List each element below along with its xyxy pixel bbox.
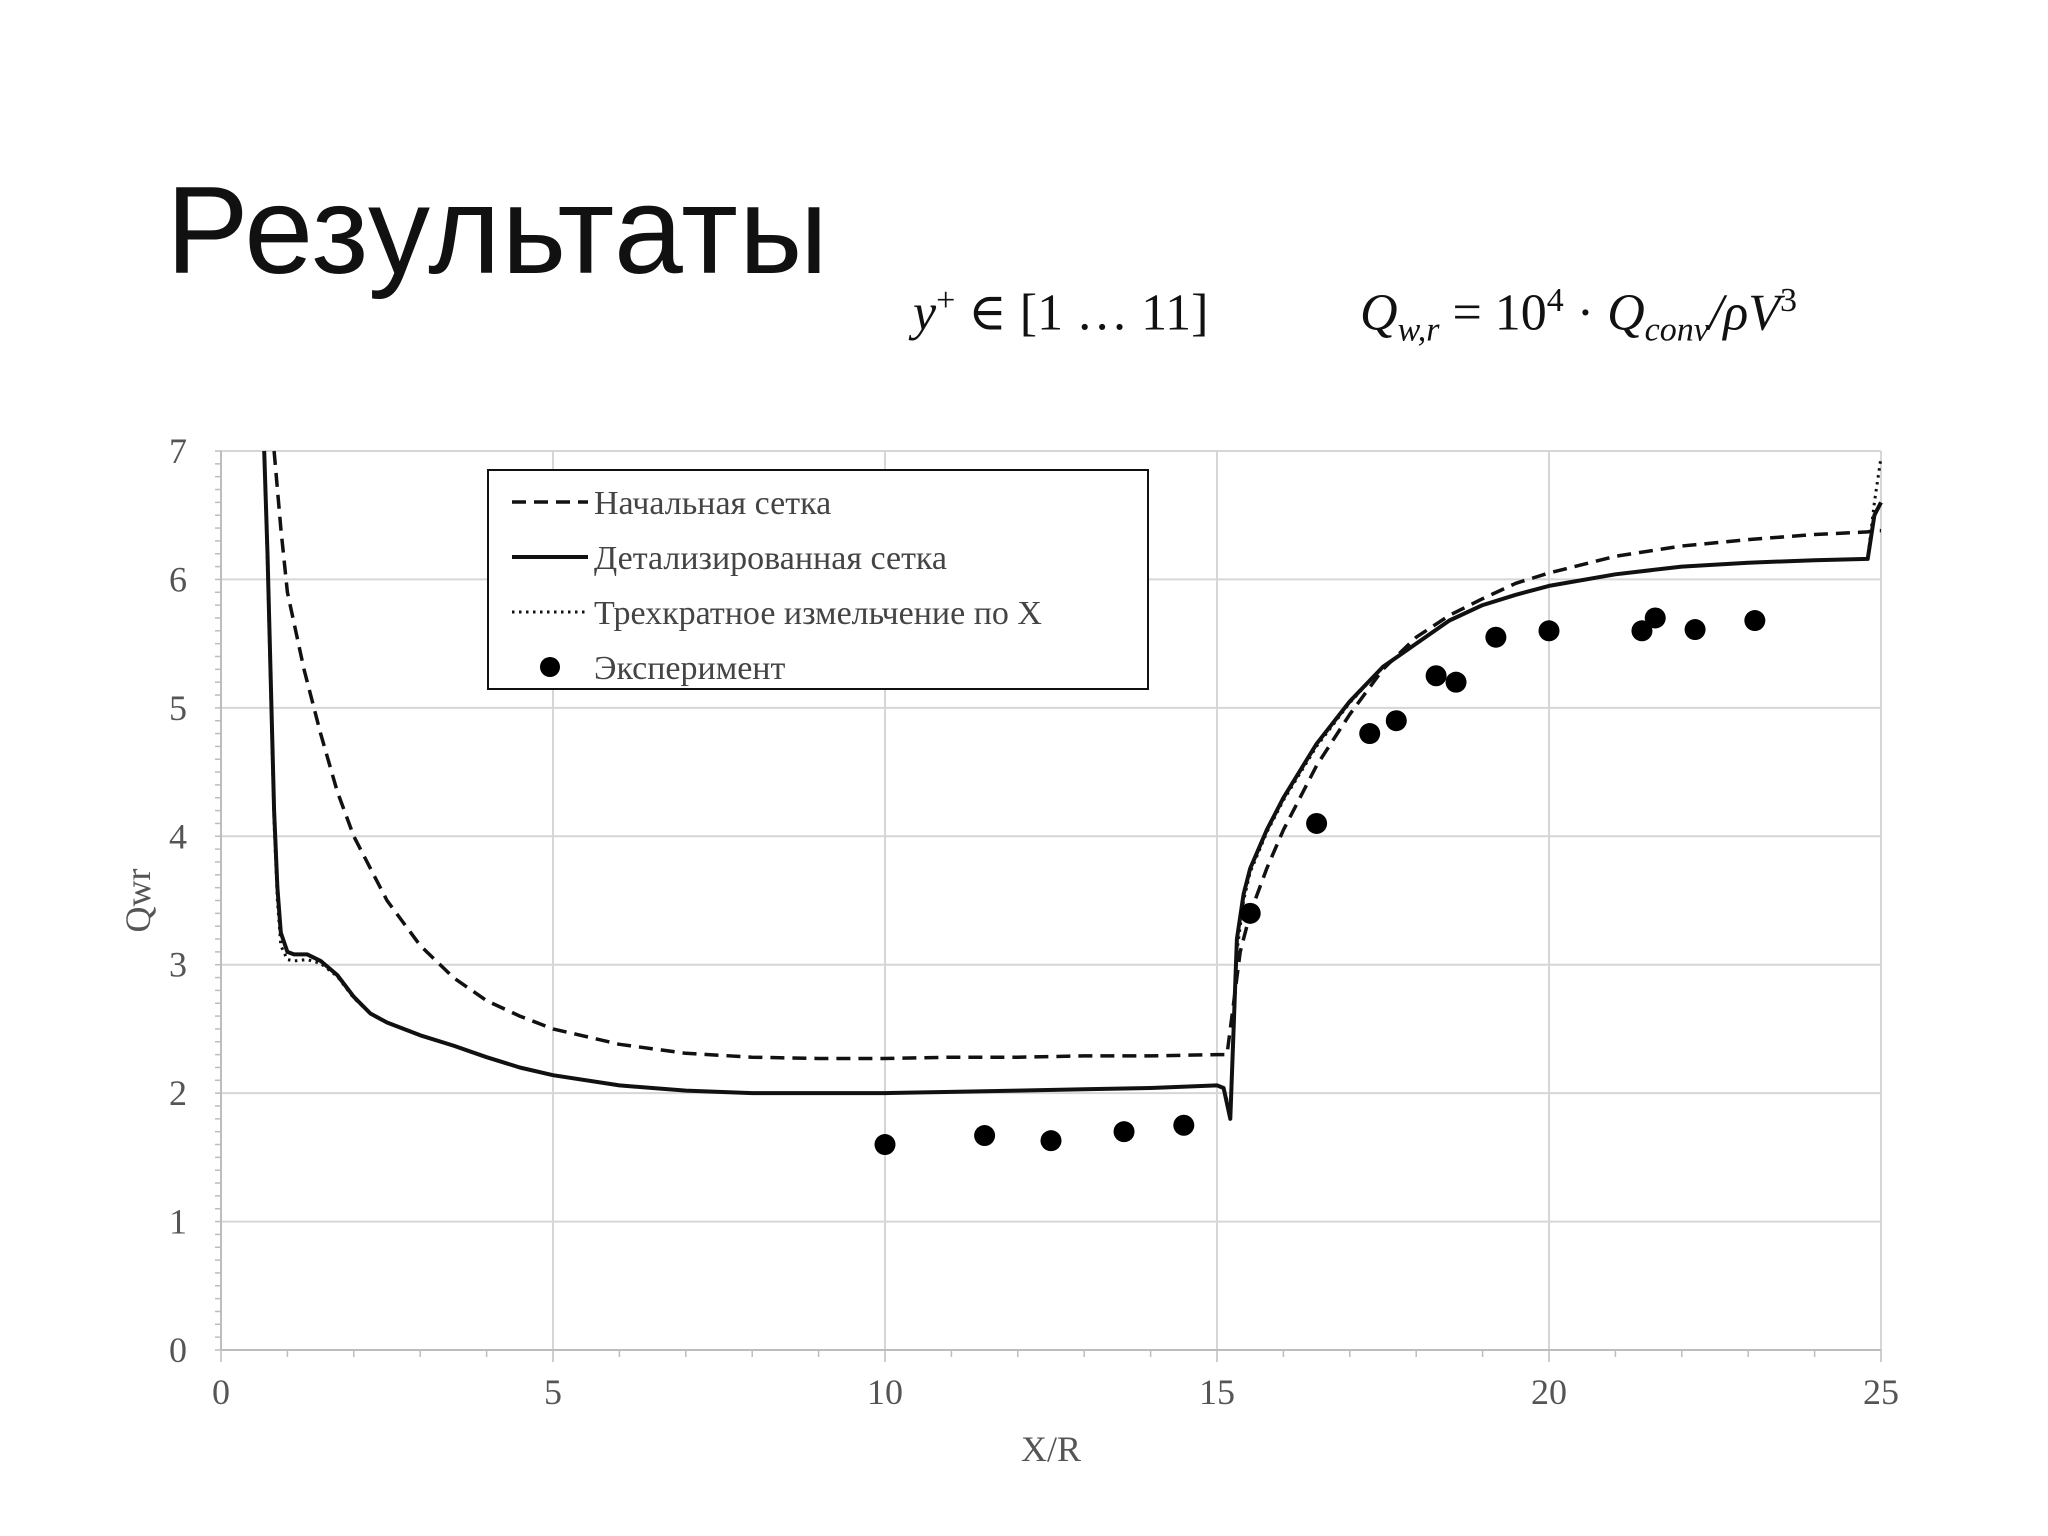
- legend-marker: [540, 657, 560, 677]
- qwr-lhs: Q: [1360, 284, 1398, 342]
- slide-title: Результаты: [166, 162, 830, 300]
- qwr-eq: = 10: [1439, 284, 1547, 342]
- legend-label: Начальная сетка: [594, 485, 831, 522]
- y-tick-label: 5: [169, 688, 187, 728]
- experiment-point: [974, 1125, 996, 1147]
- qwr-q-sub: conv: [1644, 311, 1709, 349]
- y-tick-label: 6: [169, 559, 187, 599]
- experiment-point: [1485, 626, 1507, 648]
- y-tick-label: 0: [169, 1330, 187, 1370]
- x-tick-label: 25: [1863, 1372, 1899, 1412]
- experiment-point: [1445, 671, 1467, 693]
- experiment-point: [1425, 665, 1447, 687]
- y-tick-label: 1: [169, 1202, 187, 1242]
- yplus-var: y: [913, 284, 937, 342]
- x-tick-label: 15: [1199, 1372, 1235, 1412]
- qwr-dot: ·: [1563, 284, 1608, 342]
- qwr-q: Q: [1607, 284, 1645, 342]
- yplus-sup: +: [936, 282, 956, 319]
- experiment-point: [1385, 710, 1407, 732]
- x-tick-label: 0: [212, 1372, 230, 1412]
- experiment-point: [1631, 620, 1653, 642]
- x-tick-label: 10: [867, 1372, 903, 1412]
- legend-label: Детализированная сетка: [594, 540, 947, 577]
- experiment-point: [1538, 620, 1560, 642]
- series-line-3: [262, 450, 1883, 1114]
- series-line-1: [272, 450, 1881, 1061]
- experiment-point: [1113, 1121, 1135, 1143]
- x-tick-label: 20: [1531, 1372, 1567, 1412]
- experiment-point: [1173, 1114, 1195, 1136]
- experiment-point: [1644, 607, 1666, 629]
- experiment-point: [874, 1134, 896, 1156]
- y-tick-label: 7: [169, 431, 187, 471]
- qwr-tail-exp: 3: [1780, 282, 1798, 319]
- legend-label: Трехкратное измельчение по Х: [594, 595, 1042, 632]
- yplus-range-formula: y+ ∈ [1 … 11]: [913, 282, 1208, 342]
- y-axis-title: Qwr: [118, 868, 158, 932]
- experiment-point: [1306, 812, 1328, 834]
- y-tick-label: 3: [169, 945, 187, 985]
- x-axis-title: X/R: [1021, 1429, 1081, 1469]
- legend-box: [487, 469, 1149, 690]
- y-tick-label: 4: [169, 816, 187, 856]
- qwr-lhs-sub: w,r: [1397, 311, 1440, 349]
- y-tick-label: 2: [169, 1073, 187, 1113]
- x-tick-label: 5: [544, 1372, 562, 1412]
- experiment-point: [1684, 619, 1706, 641]
- qwr-definition-formula: Qw,r = 104 · Qconv/ρV3: [1360, 282, 1797, 350]
- experiment-point: [1040, 1130, 1062, 1152]
- qwr-exp: 4: [1546, 282, 1564, 319]
- experiment-point: [1239, 902, 1261, 924]
- qwr-tail: /ρV: [1708, 284, 1781, 342]
- experiment-point: [1359, 723, 1381, 745]
- experiment-point: [1744, 610, 1766, 632]
- legend-label: Эксперимент: [594, 650, 785, 687]
- yplus-range: ∈ [1 … 11]: [955, 284, 1209, 342]
